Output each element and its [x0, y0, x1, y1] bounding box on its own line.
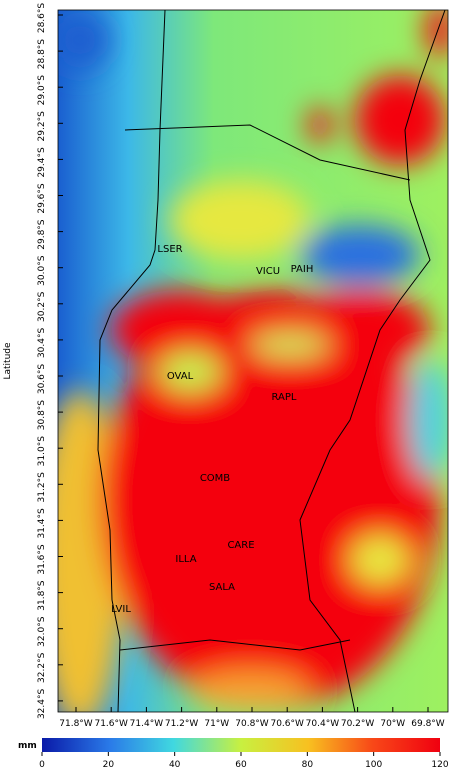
lat-tick-label: 29.4°S — [37, 147, 47, 178]
colorbar-tick-label: 120 — [431, 760, 448, 770]
lat-tick-label: 30.0°S — [37, 255, 47, 286]
y-axis-label: Latitude — [3, 342, 13, 380]
lon-tick-label: 70.6°W — [270, 719, 304, 729]
station-label: PAIH — [291, 264, 314, 275]
lat-tick-label: 28.6°S — [37, 3, 47, 34]
lon-tick-label: 71.4°W — [130, 719, 164, 729]
lat-tick-label: 31.4°S — [37, 508, 47, 539]
lat-tick-label: 31.2°S — [37, 472, 47, 503]
lat-tick-label: 31.6°S — [37, 544, 47, 575]
lon-tick-label: 69.8°W — [411, 719, 445, 729]
heatmap — [58, 10, 448, 712]
colorbar-label: mm — [18, 741, 37, 751]
lon-tick-label: 71.8°W — [59, 719, 93, 729]
colorbar-tick-label: 80 — [302, 760, 314, 770]
station-label: LSER — [157, 244, 182, 255]
station-label: LVIL — [111, 604, 131, 615]
station-label: VICU — [256, 266, 280, 277]
colorbar — [42, 738, 440, 752]
lat-tick-label: 30.4°S — [37, 327, 47, 358]
lat-tick-label: 32.0°S — [37, 616, 47, 647]
lat-tick-label: 30.6°S — [37, 364, 47, 395]
station-label: RAPL — [272, 392, 297, 403]
lat-tick-label: 32.2°S — [37, 652, 47, 683]
station-label: COMB — [200, 473, 230, 484]
station-label: CARE — [227, 540, 254, 551]
lat-tick-label: 30.8°S — [37, 400, 47, 431]
lon-tick-label: 70.8°W — [235, 719, 269, 729]
station-label: ILLA — [175, 554, 196, 565]
colorbar-tick-label: 0 — [39, 760, 45, 770]
lon-tick-label: 70.2°W — [341, 719, 375, 729]
lat-tick-label: 31.8°S — [37, 580, 47, 611]
colorbar-tick-label: 40 — [169, 760, 181, 770]
colorbar-tick-label: 100 — [365, 760, 382, 770]
lat-tick-label: 28.8°S — [37, 39, 47, 70]
station-label: SALA — [209, 582, 235, 593]
lat-tick-label: 29.2°S — [37, 111, 47, 142]
lon-tick-label: 71°W — [204, 719, 229, 729]
colorbar-tick-label: 60 — [235, 760, 247, 770]
lon-tick-label: 70°W — [380, 719, 405, 729]
lat-tick-label: 29.0°S — [37, 75, 47, 106]
colorbar-tick-label: 20 — [103, 760, 115, 770]
station-label: OVAL — [167, 371, 194, 382]
lon-tick-label: 71.6°W — [94, 719, 128, 729]
lon-tick-label: 71.2°W — [165, 719, 199, 729]
lat-tick-label: 29.8°S — [37, 219, 47, 250]
lat-tick-label: 30.2°S — [37, 291, 47, 322]
lat-tick-label: 31.0°S — [37, 436, 47, 467]
lat-tick-label: 29.6°S — [37, 183, 47, 214]
lon-tick-label: 70.4°W — [306, 719, 340, 729]
lat-tick-label: 32.4°S — [37, 688, 47, 719]
